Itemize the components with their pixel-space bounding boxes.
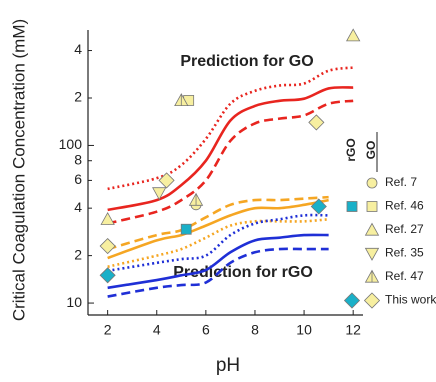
legend-marker	[366, 177, 378, 189]
legend-marker	[343, 292, 361, 309]
y-tick-label: 10	[66, 294, 82, 310]
marker	[180, 223, 192, 235]
prediction-curve	[107, 213, 329, 273]
y-tick-label: 2	[74, 246, 82, 262]
legend-marker	[364, 247, 380, 261]
prediction-curve	[107, 99, 354, 225]
y-tick-label: 4	[74, 199, 82, 215]
prediction-curve	[107, 247, 329, 298]
x-axis-label: pH	[216, 355, 240, 376]
legend-marker	[346, 201, 358, 212]
prediction-curve	[107, 195, 329, 251]
y-tick-label: 6	[74, 171, 82, 187]
prediction-curve	[107, 86, 354, 212]
prediction-curve	[107, 66, 354, 191]
legend-marker	[364, 222, 380, 236]
legend-label: Ref. 35	[385, 246, 424, 260]
y-tick-label: 2	[74, 89, 82, 105]
prediction-curve	[107, 198, 329, 260]
prediction-curve	[107, 233, 329, 290]
x-tick-label: 8	[251, 322, 259, 338]
annotation: Prediction for GO	[180, 53, 313, 70]
x-tick-label: 4	[153, 322, 161, 338]
legend-header: GO	[364, 141, 378, 160]
legend-label: Ref. 46	[385, 199, 424, 213]
y-tick-label: 100	[59, 136, 83, 152]
marker	[345, 28, 361, 42]
y-tick-label: 4	[74, 41, 82, 57]
legend-header: rGO	[344, 138, 358, 161]
x-tick-label: 6	[202, 322, 210, 338]
marker	[100, 211, 115, 225]
legend-label: This work	[385, 293, 436, 307]
legend-label: Ref. 47	[385, 269, 424, 283]
x-tick-label: 10	[296, 322, 312, 338]
x-tick-label: 2	[104, 322, 112, 338]
legend-label: Ref. 7	[385, 175, 417, 189]
prediction-curve	[107, 217, 329, 269]
y-tick-label: 8	[74, 151, 82, 167]
marker	[99, 267, 116, 284]
marker	[152, 187, 167, 201]
legend-marker	[366, 201, 378, 212]
legend-marker	[363, 292, 381, 309]
legend-label: Ref. 27	[385, 222, 424, 236]
marker	[308, 114, 325, 131]
marker	[99, 237, 116, 255]
marker	[158, 172, 175, 189]
marker	[310, 198, 327, 215]
x-tick-label: 12	[345, 322, 361, 338]
y-axis-label: Critical Coagulation Concentration (mM)	[9, 19, 28, 321]
